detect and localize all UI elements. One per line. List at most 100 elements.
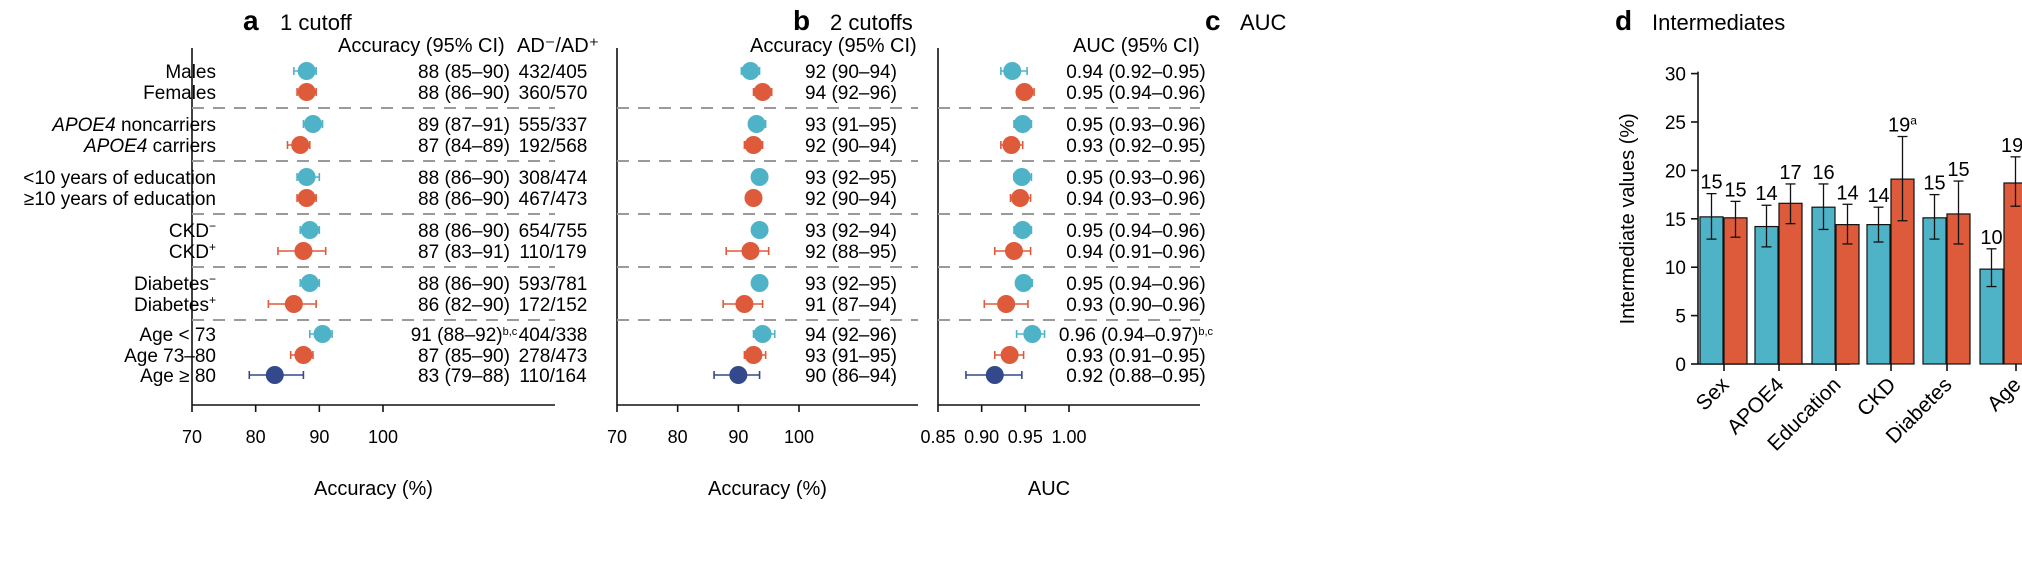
- point-estimate: [300, 221, 319, 239]
- bar-value-label: 14: [1755, 183, 1777, 205]
- row-label: APOE4 noncarriers: [51, 115, 216, 136]
- point-estimate: [729, 366, 748, 384]
- x-tick-label: 70: [182, 427, 202, 447]
- point-estimate: [294, 242, 313, 260]
- ci-value: 93 (92–95): [805, 168, 897, 189]
- bar: [1835, 224, 1860, 365]
- point-estimate: [303, 115, 322, 133]
- x-tick-label: 70: [607, 427, 627, 447]
- point-estimate: [1000, 346, 1019, 364]
- ci-value: 0.95 (0.94–0.96): [1066, 221, 1205, 242]
- ci-value-text: 0.95 (0.93–0.96): [1066, 168, 1205, 189]
- bar-value: 14: [1755, 183, 1777, 205]
- ci-value: 86 (82–90): [418, 295, 510, 316]
- x-tick-label: 0.95: [1008, 427, 1043, 447]
- bar-value-label: 17: [1779, 162, 1801, 184]
- category-label: Sex: [1692, 373, 1734, 415]
- row-label: Age 73–80: [124, 346, 216, 367]
- row-label-text: Age ≥ 80: [140, 366, 216, 387]
- bar-value-label: 16: [1812, 162, 1834, 184]
- category-label: Age: [1983, 373, 2022, 416]
- ad-ratio-value: 172/152: [519, 295, 588, 316]
- ci-value-text: 0.96 (0.94–0.97)b,c: [1059, 325, 1214, 346]
- ci-value-text: 88 (86–90): [418, 274, 510, 295]
- x-tick-label: 80: [668, 427, 688, 447]
- point-estimate: [1011, 189, 1030, 207]
- row-label-text: noncarriers: [116, 115, 216, 136]
- row-label-text: Age < 73: [139, 325, 216, 346]
- bar-value: 19: [2001, 135, 2022, 157]
- ci-value-text: 93 (92–95): [805, 274, 897, 295]
- ci-value-text: 94 (92–96): [805, 325, 897, 346]
- column-header-ci: Accuracy (95% CI): [750, 35, 917, 57]
- x-tick-label: 90: [309, 427, 329, 447]
- bar: [2003, 182, 2022, 365]
- panel-c-auc: c AUC 0.85 0.90 0.95 1.00 AUC AUC (95% CI) 0.9…: [920, 5, 1286, 500]
- ci-value: 0.92 (0.88–0.95): [1066, 366, 1205, 387]
- row-label-text: Males: [165, 62, 216, 83]
- ci-value: 91 (88–92): [411, 325, 503, 346]
- panel-a-accuracy-1-cutoff: a 1 cutoff 70 80 90 100 Accuracy (%) Accuracy…: [182, 5, 599, 500]
- x-tick-label: 1.00: [1051, 427, 1086, 447]
- row-label-text: <10 years of education: [23, 168, 216, 189]
- point-estimate: [1004, 242, 1023, 260]
- point-estimate: [297, 189, 316, 207]
- ci-value-text: 0.93 (0.91–0.95): [1066, 346, 1205, 367]
- row-label-sup: −: [209, 272, 216, 286]
- ci-value-text: 0.92 (0.88–0.95): [1066, 366, 1205, 387]
- ci-value: 93 (91–95): [805, 115, 897, 136]
- ci-value: 92 (90–94): [805, 189, 897, 210]
- ci-value: 0.95 (0.94–0.96): [1066, 83, 1205, 104]
- point-estimate: [744, 189, 763, 207]
- ci-value-text: 83 (79–88): [418, 366, 510, 387]
- row-label-italic: APOE4: [83, 136, 147, 157]
- ad-ratio-value: 467/473: [519, 189, 588, 210]
- ad-ratio-value: 110/164: [519, 366, 587, 387]
- point-estimate: [985, 366, 1004, 384]
- ci-value-text: 91 (87–94): [805, 295, 897, 316]
- row-label: Age < 73: [139, 325, 216, 346]
- row-label: ≥10 years of education: [24, 189, 216, 210]
- bar-value: 15: [1724, 179, 1746, 201]
- y-tick-label: 5: [1675, 307, 1686, 328]
- column-header-ci: AUC (95% CI): [1073, 35, 1200, 57]
- ci-value: 88 (86–90): [418, 189, 510, 210]
- point-estimate: [750, 168, 769, 186]
- ci-value: 93 (92–94): [805, 221, 897, 242]
- ci-value-text: 93 (92–95): [805, 168, 897, 189]
- row-label-italic: APOE4: [51, 115, 115, 136]
- bar-value: 15: [1923, 173, 1945, 195]
- point-estimate: [294, 346, 313, 364]
- ci-value-text: 93 (92–94): [805, 221, 897, 242]
- ci-value-text: 0.95 (0.94–0.96): [1066, 83, 1205, 104]
- point-estimate: [744, 346, 763, 364]
- ci-value-text: 89 (87–91): [418, 115, 510, 136]
- ci-value-text: 87 (85–90): [418, 346, 510, 367]
- x-tick-label: 0.85: [920, 427, 955, 447]
- ci-value: 87 (84–89): [418, 136, 510, 157]
- point-estimate: [1015, 83, 1034, 101]
- point-estimate: [1012, 168, 1031, 186]
- column-header-ci: Accuracy (95% CI): [338, 35, 505, 57]
- row-label-sup: +: [209, 293, 216, 307]
- ci-value-text: 86 (82–90): [418, 295, 510, 316]
- row-label-text: ≥10 years of education: [24, 189, 216, 210]
- ci-value: 83 (79–88): [418, 366, 510, 387]
- x-axis-label: AUC: [1028, 478, 1070, 500]
- x-tick-label: 100: [368, 427, 398, 447]
- point-estimate: [1003, 62, 1022, 80]
- ci-value-text: 0.94 (0.91–0.96): [1066, 242, 1205, 263]
- ci-value: 0.95 (0.94–0.96): [1066, 274, 1205, 295]
- bar-value: 16: [1812, 162, 1834, 184]
- point-estimate: [741, 242, 760, 260]
- point-estimate: [265, 366, 284, 384]
- ci-value: 0.95 (0.93–0.96): [1066, 115, 1205, 136]
- point-estimate: [1023, 325, 1042, 343]
- point-estimate: [1014, 274, 1033, 292]
- ci-value: 0.93 (0.91–0.95): [1066, 346, 1205, 367]
- row-label-text: CKD: [169, 221, 209, 242]
- point-estimate: [750, 221, 769, 239]
- row-label-text: Diabetes: [134, 295, 209, 316]
- ci-value-text: 93 (91–95): [805, 115, 897, 136]
- bar-value: 10: [1980, 227, 2002, 249]
